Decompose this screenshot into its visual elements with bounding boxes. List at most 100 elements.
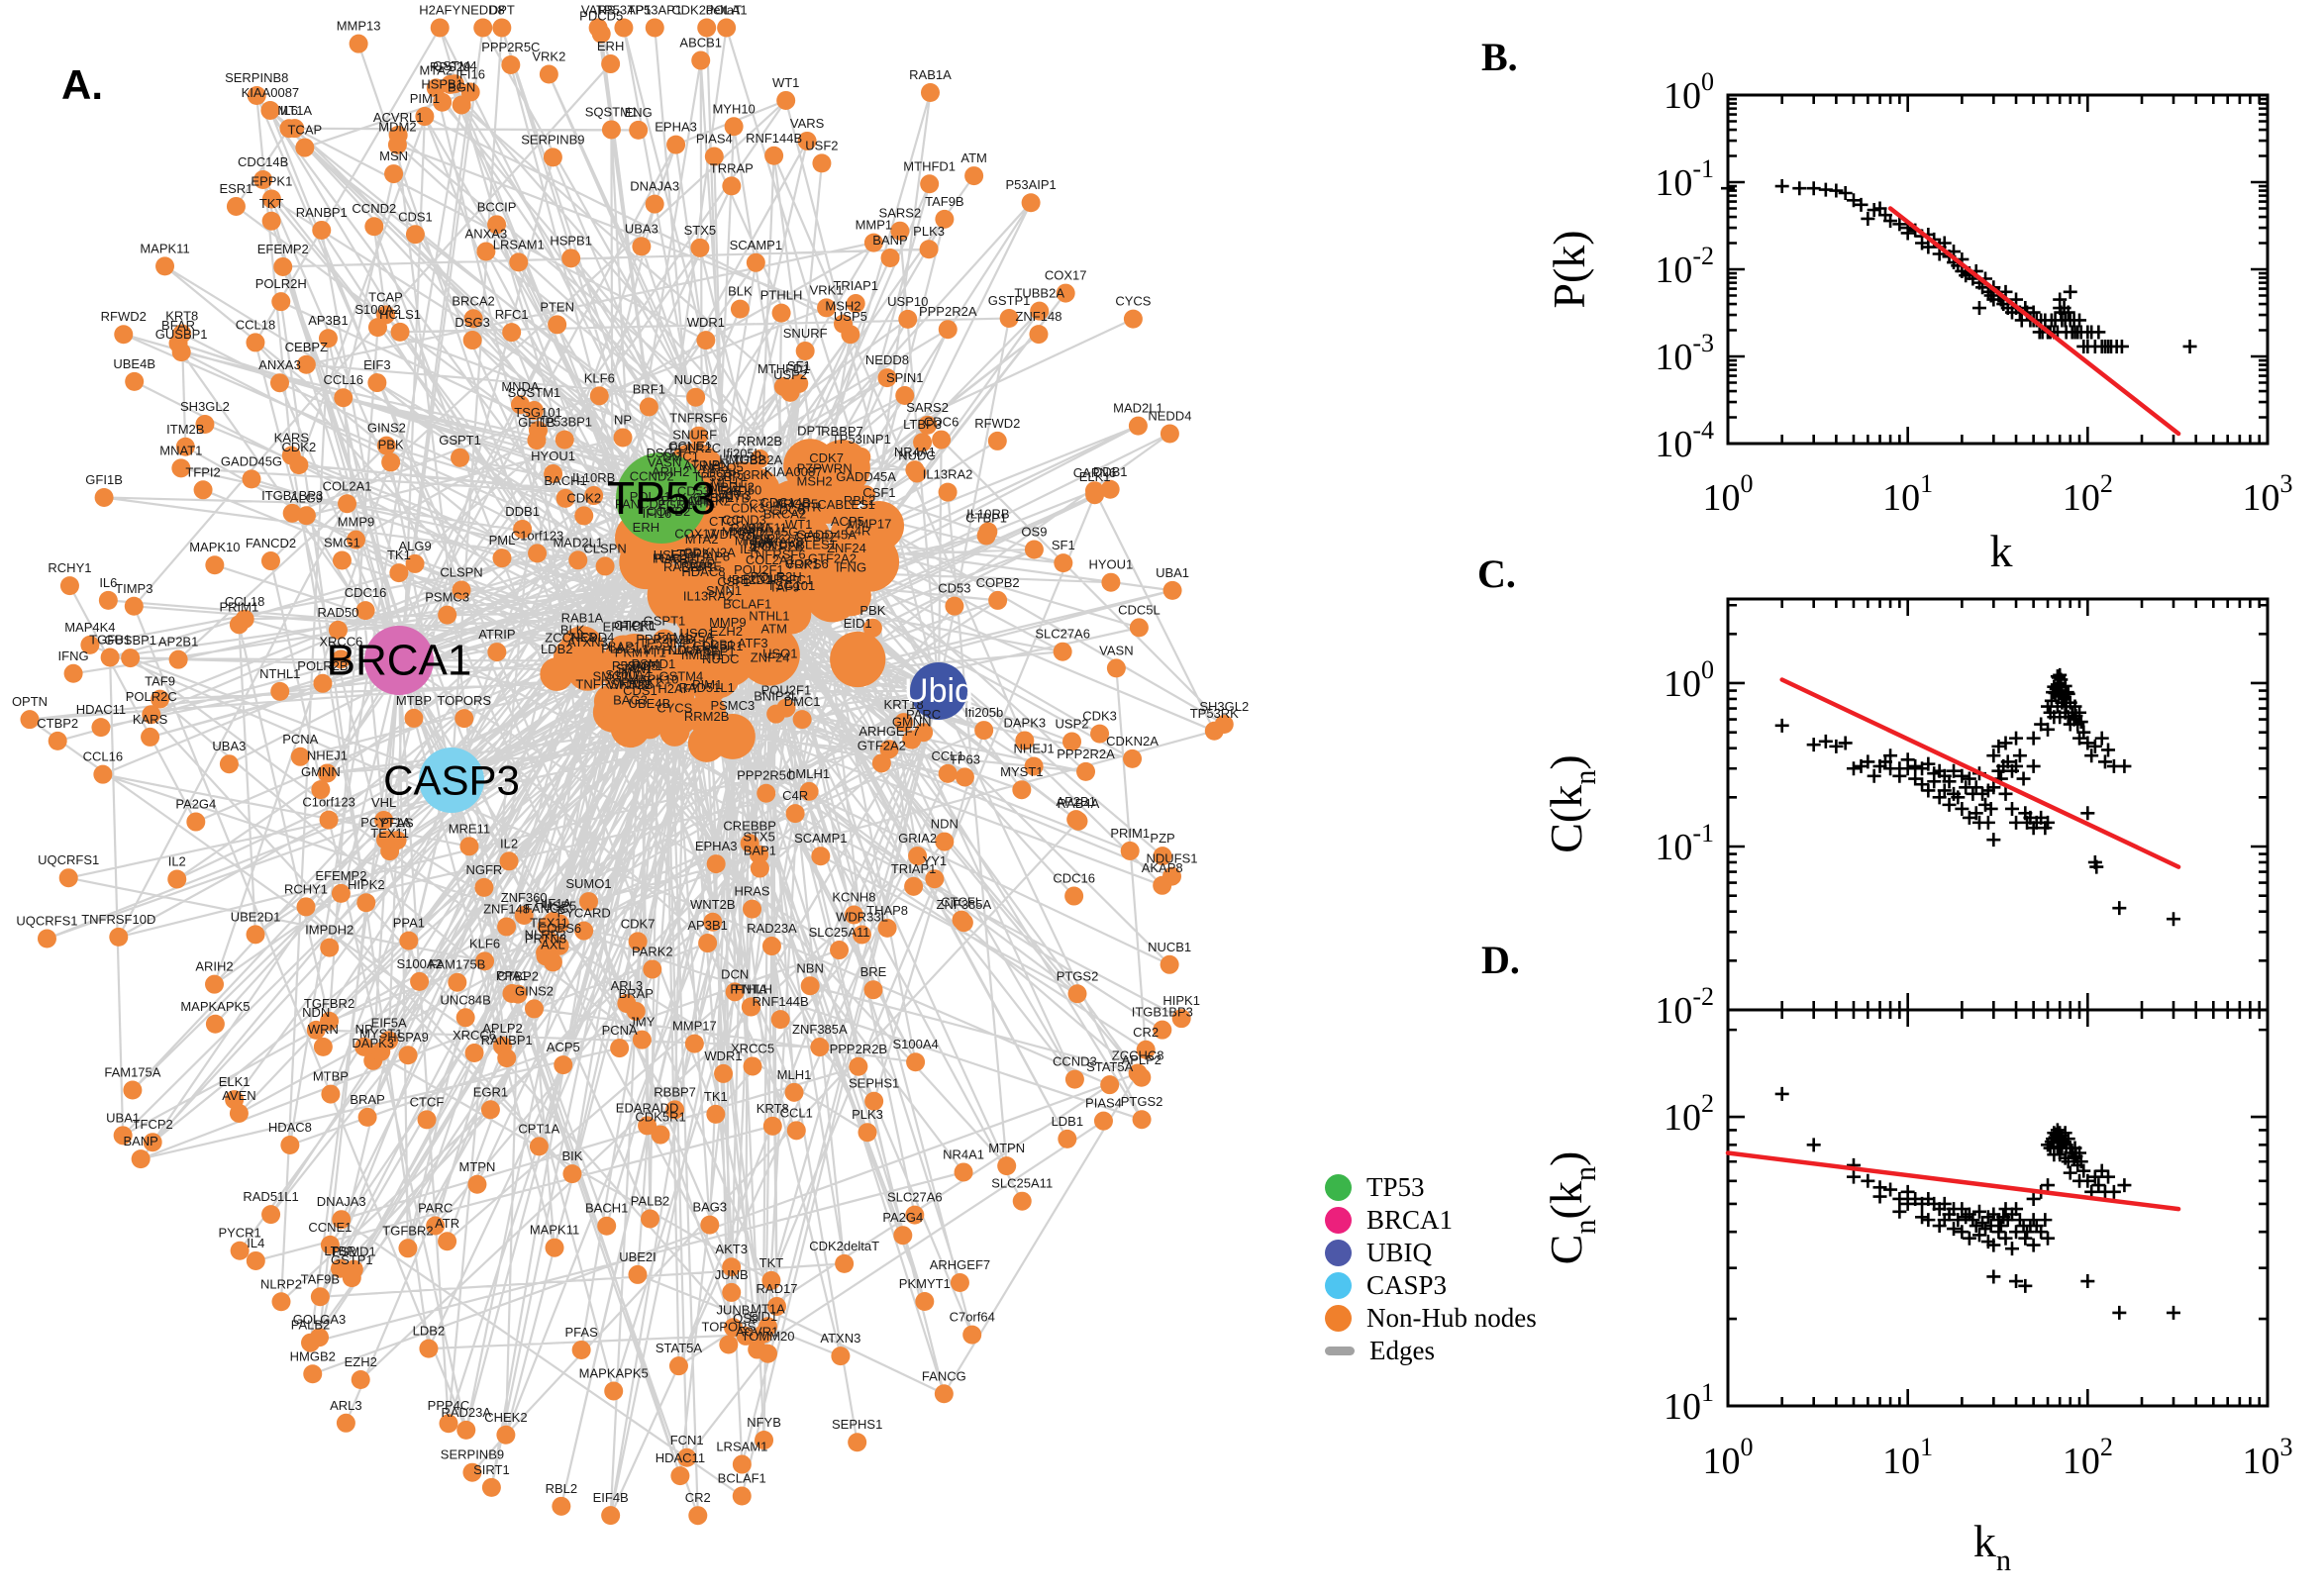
network-node-label: SARS2 bbox=[906, 400, 949, 415]
network-node-label: EID1 bbox=[844, 616, 872, 631]
network-node-label: ATM bbox=[960, 150, 986, 165]
network-node-label: CDK2 bbox=[566, 490, 601, 505]
network-node bbox=[914, 723, 934, 743]
network-node bbox=[838, 529, 858, 549]
network-node bbox=[863, 233, 883, 252]
network-node-label: BGN bbox=[448, 79, 475, 94]
node-swatch-icon bbox=[1325, 1207, 1352, 1234]
network-node-label: PPP4C bbox=[661, 493, 704, 508]
network-node-label: TP53BP1 bbox=[693, 469, 749, 484]
network-node bbox=[1093, 1111, 1113, 1131]
network-node-label: APLP2 bbox=[482, 1021, 522, 1036]
network-node bbox=[464, 1044, 484, 1063]
network-node-label: SERPINB9 bbox=[521, 132, 584, 147]
network-node-label: TOMM20 bbox=[742, 1329, 795, 1344]
network-node-label: UBA1 bbox=[1156, 565, 1189, 580]
network-node bbox=[509, 252, 529, 272]
network-node bbox=[186, 812, 206, 832]
network-node bbox=[849, 1056, 868, 1076]
network-node bbox=[641, 1209, 660, 1229]
network-node-label: MAP4K4 bbox=[64, 620, 115, 635]
network-node bbox=[1100, 479, 1120, 499]
network-node bbox=[724, 117, 744, 137]
network-node-label: PA2G4 bbox=[175, 797, 216, 812]
network-node bbox=[80, 635, 100, 654]
network-node-label: RAD17 bbox=[655, 551, 696, 566]
network-node-label: VARS bbox=[790, 116, 825, 131]
network-node-label: KIAA0087 bbox=[242, 85, 300, 100]
network-node-label: ZNF148 bbox=[1015, 309, 1061, 324]
network-node-label: XRCC5 bbox=[774, 496, 818, 511]
network-node-label: VRK2 bbox=[532, 50, 565, 64]
network-node-label: HIPK2 bbox=[348, 877, 385, 892]
network-node bbox=[686, 542, 706, 561]
network-node-label: MTHFD1 bbox=[758, 361, 810, 376]
network-node bbox=[205, 974, 225, 994]
network-node-label: DAPK3 bbox=[352, 1036, 394, 1050]
network-node-label: BRAP bbox=[350, 1092, 384, 1107]
network-node bbox=[736, 1326, 756, 1346]
network-node bbox=[171, 458, 191, 478]
network-node-label: SLC25A11 bbox=[809, 925, 870, 940]
network-node bbox=[797, 131, 817, 150]
network-node-label: BIK bbox=[561, 1148, 582, 1163]
network-node-label: PKMYT1 bbox=[615, 646, 666, 660]
network-node bbox=[387, 135, 407, 154]
network-node-label: THAP8 bbox=[866, 903, 908, 918]
y-tick-label: 10-3 bbox=[1655, 329, 1714, 378]
network-node-label: EPPK1 bbox=[251, 173, 292, 188]
network-node-label: CCND2 bbox=[352, 201, 396, 216]
network-node-label: FANCG bbox=[525, 901, 569, 916]
network-node-label: CDK2deltaT bbox=[671, 3, 742, 18]
network-node-label: MMP9 bbox=[338, 515, 375, 530]
edge-swatch-icon bbox=[1325, 1347, 1355, 1355]
network-node-label: ZCCHC8 bbox=[1112, 1047, 1164, 1062]
network-node bbox=[852, 925, 871, 945]
network-node-label: AKT3 bbox=[715, 1242, 748, 1256]
network-node bbox=[545, 1238, 564, 1257]
network-node bbox=[574, 921, 594, 941]
network-node-label: WT1 bbox=[785, 517, 812, 532]
network-node-label: EGR1 bbox=[473, 1084, 508, 1099]
node-swatch-icon bbox=[1325, 1305, 1352, 1332]
network-node bbox=[229, 1103, 249, 1123]
network-node bbox=[246, 1250, 265, 1270]
network-node-label: PTHLH bbox=[760, 288, 803, 303]
network-node bbox=[761, 1270, 781, 1290]
network-node-label: MTA2 bbox=[419, 62, 453, 77]
network-node-label: RAD50 bbox=[720, 482, 761, 497]
plot-ticks bbox=[1726, 93, 2270, 446]
network-node bbox=[448, 972, 467, 992]
network-node-label: TP53INP1 bbox=[639, 636, 698, 650]
network-node bbox=[310, 1328, 330, 1347]
network-node bbox=[487, 215, 507, 235]
network-node bbox=[817, 298, 837, 318]
network-node-label: UNC84B bbox=[441, 992, 491, 1007]
network-node-label: LDB1 bbox=[1052, 1114, 1084, 1129]
network-node-label: CSF1 bbox=[717, 574, 750, 589]
network-node-label: POU2F1 bbox=[761, 683, 812, 698]
network-node-label: CAPN6 bbox=[1073, 465, 1116, 480]
network-node-label: CCL1 bbox=[780, 1105, 813, 1120]
network-node bbox=[1136, 1040, 1156, 1059]
network-node-label: AP2B1 bbox=[158, 635, 198, 649]
network-node-label: TRRAP bbox=[710, 160, 754, 175]
network-node-label: C1orf123 bbox=[302, 795, 354, 810]
network-node bbox=[536, 943, 556, 962]
network-node bbox=[59, 576, 79, 596]
network-node-label: BRE bbox=[860, 964, 887, 979]
network-node bbox=[123, 1080, 143, 1100]
network-node bbox=[1015, 731, 1035, 750]
network-node bbox=[894, 713, 914, 733]
network-node-label: HDAC11 bbox=[656, 1450, 705, 1465]
network-node bbox=[877, 918, 897, 938]
network-node-label: MT1A bbox=[751, 1301, 785, 1316]
network-node-label: CDK3 bbox=[1082, 709, 1117, 724]
legend-item-label: UBIQ bbox=[1366, 1238, 1432, 1267]
network-node bbox=[306, 1020, 326, 1040]
network-node-label: MMP17 bbox=[848, 516, 892, 531]
network-node bbox=[404, 708, 424, 728]
network-node-label: LTBP3 bbox=[903, 417, 942, 432]
network-node-label: HMGB2 bbox=[290, 1348, 336, 1363]
